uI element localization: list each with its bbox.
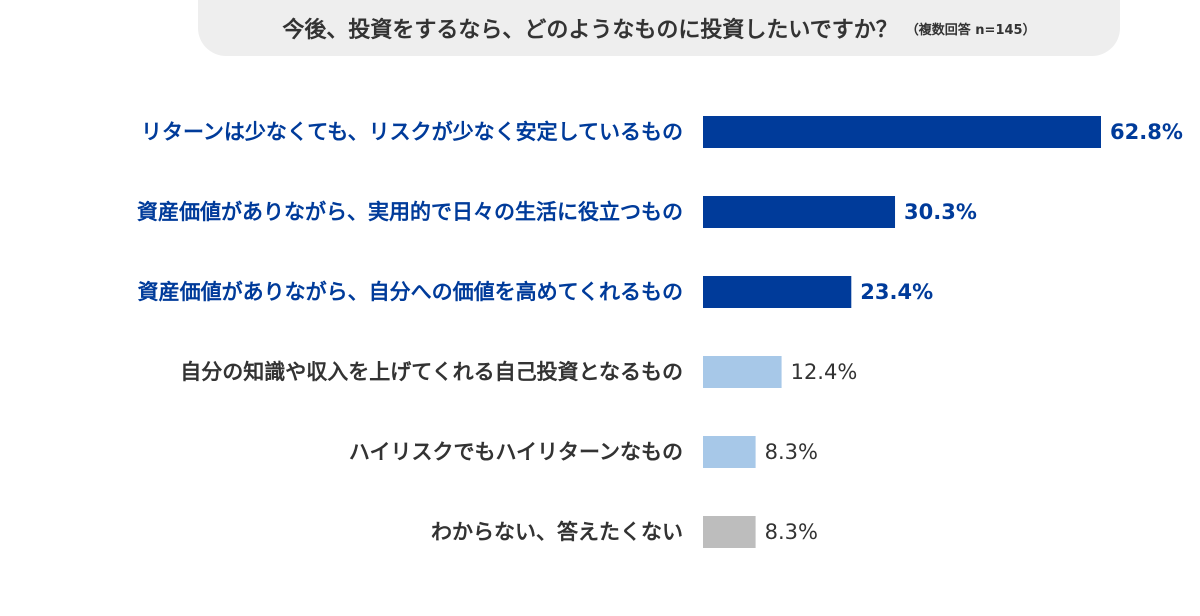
- bar: [703, 516, 756, 548]
- value-label: 12.4%: [791, 360, 858, 384]
- category-label: 資産価値がありながら、実用的で日々の生活に役立つもの: [137, 200, 683, 224]
- value-label: 30.3%: [904, 200, 977, 224]
- value-label: 8.3%: [765, 440, 818, 464]
- category-label: 資産価値がありながら、自分への価値を高めてくれるもの: [138, 280, 683, 304]
- chart-sample-note: （複数回答 n=145）: [905, 22, 1036, 38]
- value-label: 62.8%: [1110, 120, 1183, 144]
- bar: [703, 276, 852, 308]
- chart-title: 今後、投資をするなら、どのようなものに投資したいですか？: [282, 18, 898, 43]
- bar: [703, 356, 782, 388]
- category-label: わからない、答えたくない: [431, 520, 683, 544]
- value-label: 23.4%: [860, 280, 933, 304]
- category-label: 自分の知識や収入を上げてくれる自己投資となるもの: [180, 360, 683, 384]
- category-label: ハイリスクでもハイリターンなもの: [349, 440, 683, 464]
- value-label: 8.3%: [765, 520, 818, 544]
- bar: [703, 196, 896, 228]
- category-label: リターンは少なくても、リスクが少なく安定しているもの: [141, 120, 683, 144]
- bar: [703, 116, 1101, 148]
- chart-title-banner: 今後、投資をするなら、どのようなものに投資したいですか？ （複数回答 n=145…: [198, 0, 1120, 56]
- bar: [703, 436, 756, 468]
